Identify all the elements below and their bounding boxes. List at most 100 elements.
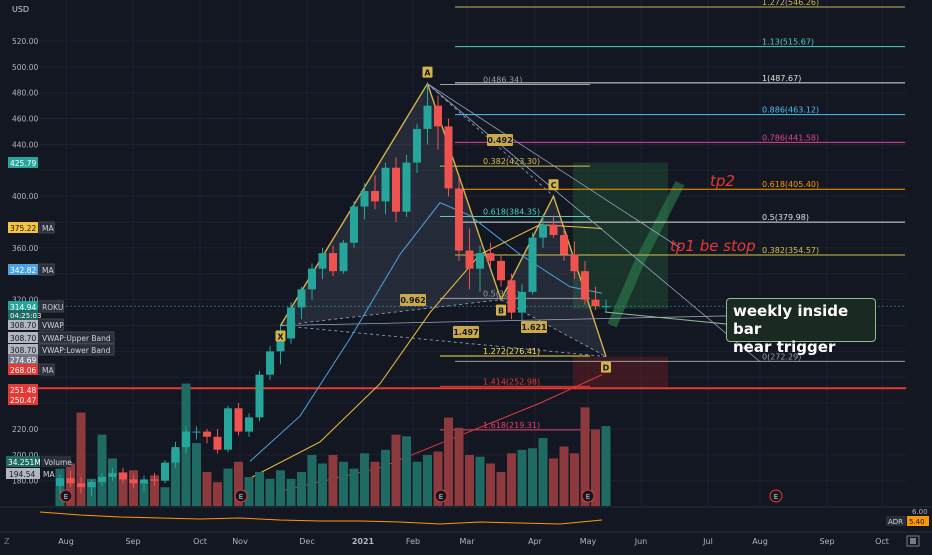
candle-body[interactable] bbox=[276, 338, 285, 352]
candle-body[interactable] bbox=[518, 291, 526, 313]
price-tag-10 bbox=[8, 394, 38, 405]
candle-body[interactable] bbox=[455, 188, 463, 251]
candle-body[interactable] bbox=[486, 253, 495, 261]
candle-body[interactable] bbox=[581, 271, 589, 300]
candle-body[interactable] bbox=[245, 417, 253, 432]
volume-bar bbox=[465, 455, 474, 506]
candle-body[interactable] bbox=[150, 479, 159, 481]
volume-bar bbox=[559, 446, 569, 506]
candle-body[interactable] bbox=[465, 250, 474, 269]
candle-body[interactable] bbox=[413, 128, 421, 163]
candle-body[interactable] bbox=[497, 260, 505, 281]
candle-body[interactable] bbox=[339, 242, 348, 272]
price-tag-name-4: VWAP bbox=[42, 321, 64, 330]
callout-line-1: weekly inside bar bbox=[733, 302, 849, 338]
volume-bar bbox=[328, 455, 338, 506]
candle-body[interactable] bbox=[203, 431, 211, 437]
candle-body[interactable] bbox=[66, 478, 75, 484]
earnings-label: E bbox=[586, 493, 590, 501]
candle-body[interactable] bbox=[549, 224, 558, 235]
candle-body[interactable] bbox=[129, 479, 138, 484]
pattern-point-label: A bbox=[424, 69, 431, 78]
candle-body[interactable] bbox=[213, 436, 222, 450]
price-tag-name-box-5 bbox=[38, 331, 115, 344]
tp1-annotation: tp1 be stop bbox=[670, 237, 756, 255]
candle-body[interactable] bbox=[287, 307, 295, 339]
fib-left-label-4: 1.272(276.41) bbox=[483, 347, 540, 356]
earnings-icon[interactable] bbox=[434, 489, 448, 503]
candle-body[interactable] bbox=[119, 472, 127, 480]
price-tag-4 bbox=[8, 319, 38, 330]
price-tag-9 bbox=[8, 384, 38, 395]
vol-ma-value: 194.54 bbox=[9, 470, 35, 479]
candle-body[interactable] bbox=[140, 479, 148, 484]
candle-body[interactable] bbox=[98, 476, 106, 483]
candle-body[interactable] bbox=[423, 105, 432, 129]
candle-body[interactable] bbox=[434, 105, 442, 127]
price-tag-name-2: MA bbox=[42, 266, 54, 275]
candle-body[interactable] bbox=[350, 206, 358, 243]
pattern-point-A[interactable] bbox=[422, 66, 433, 78]
candle-body[interactable] bbox=[602, 306, 610, 308]
earnings-icon[interactable] bbox=[769, 489, 783, 503]
candle-body[interactable] bbox=[77, 483, 85, 488]
x-tick-6: Feb bbox=[406, 537, 420, 546]
candle-body[interactable] bbox=[560, 235, 568, 255]
volume-bar bbox=[444, 417, 453, 506]
candle-body[interactable] bbox=[255, 374, 264, 418]
earnings-icon[interactable] bbox=[59, 489, 73, 503]
candle-body[interactable] bbox=[392, 167, 400, 212]
fib-right-label-4: 0.786(441.58) bbox=[762, 133, 819, 142]
candle-body[interactable] bbox=[171, 447, 180, 463]
candle-body[interactable] bbox=[234, 408, 243, 432]
candle-body[interactable] bbox=[161, 462, 169, 481]
fib-right-label-5: 0.618(405.40) bbox=[762, 180, 819, 189]
volume-bar bbox=[349, 468, 359, 506]
candle-body[interactable] bbox=[591, 299, 600, 307]
candle-body[interactable] bbox=[56, 478, 64, 486]
x-tick-7: Mar bbox=[459, 537, 475, 546]
candle-body[interactable] bbox=[266, 351, 274, 375]
candle-body[interactable] bbox=[87, 482, 96, 488]
candle-body[interactable] bbox=[297, 289, 306, 308]
candle-body[interactable] bbox=[476, 253, 484, 269]
volume-bar bbox=[139, 482, 149, 506]
candle-body[interactable] bbox=[381, 167, 390, 202]
candle-body[interactable] bbox=[507, 280, 516, 313]
candle-body[interactable] bbox=[108, 472, 117, 477]
candle-body[interactable] bbox=[192, 431, 201, 433]
price-tag-5 bbox=[8, 332, 38, 343]
pattern-point-X[interactable] bbox=[275, 330, 286, 342]
candle-body[interactable] bbox=[402, 162, 411, 212]
fib-left-label-3: 0.5(321.) bbox=[483, 289, 520, 298]
candle-body[interactable] bbox=[224, 408, 232, 450]
candle-body[interactable] bbox=[329, 253, 337, 272]
candle-body[interactable] bbox=[371, 191, 379, 202]
volume-name-box bbox=[41, 456, 71, 467]
price-tag-value-10: 250.47 bbox=[10, 396, 36, 405]
earnings-icon[interactable] bbox=[234, 489, 248, 503]
candle-body[interactable] bbox=[570, 254, 579, 272]
pattern-point-B[interactable] bbox=[496, 304, 506, 316]
candle-body[interactable] bbox=[444, 126, 453, 189]
pattern-point-C[interactable] bbox=[548, 179, 559, 191]
pattern-point-D[interactable] bbox=[601, 361, 611, 373]
trendline-3 bbox=[280, 314, 761, 326]
candle-body[interactable] bbox=[528, 237, 537, 292]
candle-body[interactable] bbox=[360, 191, 369, 207]
candle-body[interactable] bbox=[182, 431, 190, 448]
candle-body[interactable] bbox=[308, 268, 316, 290]
earnings-icon[interactable] bbox=[581, 489, 595, 503]
candle-body[interactable] bbox=[318, 253, 327, 269]
candle-body[interactable] bbox=[539, 224, 547, 238]
fib-right-label-3: 0.886(463.12) bbox=[762, 106, 819, 115]
corner-letter[interactable]: Z bbox=[4, 537, 10, 546]
settings-icon[interactable] bbox=[906, 535, 920, 547]
volume-bar bbox=[192, 443, 201, 506]
fib-left-label-6: 1.618(219.31) bbox=[483, 421, 540, 430]
settings-icon-inner bbox=[910, 538, 916, 544]
y-tick-4: 440.00 bbox=[12, 140, 38, 149]
pattern-diag-3 bbox=[280, 325, 607, 357]
